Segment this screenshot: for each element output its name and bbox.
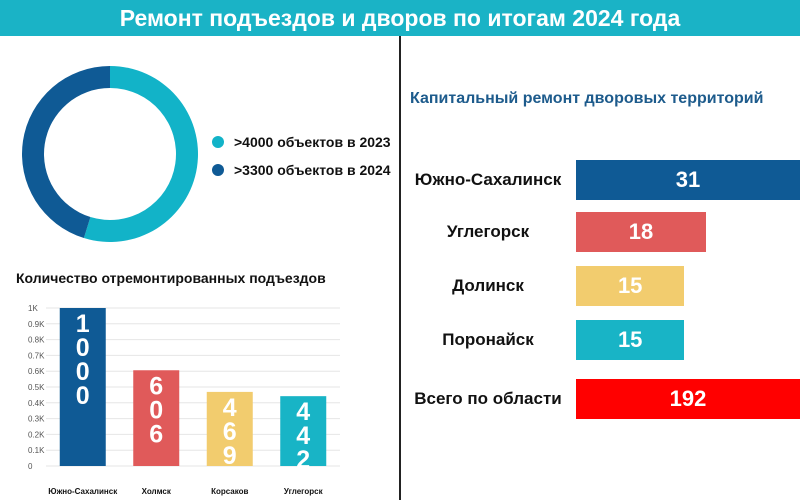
yard-label-1: Углегорск — [446, 222, 530, 241]
bar-2 — [206, 391, 253, 466]
bar-value-digit: 0 — [149, 396, 163, 424]
yard-label-4: Всего по области — [414, 389, 562, 408]
vertical-divider — [399, 36, 401, 500]
y-tick-label: 0.9K — [28, 320, 45, 329]
y-tick-label: 0.1K — [28, 446, 45, 455]
bar-0 — [59, 308, 106, 466]
bar-chart-title: Количество отремонтированных подъездов — [16, 270, 326, 286]
yard-bar-1: 18 — [576, 212, 707, 252]
bar-value-digit: 0 — [76, 334, 90, 362]
bar-value-digit: 4 — [223, 394, 237, 422]
legend-dot-icon — [212, 164, 224, 176]
yard-bar-4: 192 — [576, 379, 800, 419]
yard-label-2: Долинск — [452, 276, 524, 295]
bar-value-digit: 6 — [149, 372, 163, 400]
yards-chart-title: Капитальный ремонт дворовых территорий — [410, 90, 764, 107]
yard-bar-3: 15 — [576, 320, 685, 360]
donut-legend: >4000 объектов в 2023 >3300 объектов в 2… — [212, 128, 391, 184]
bar-value-digit: 1 — [76, 310, 90, 338]
yard-bar-0: 31 — [576, 160, 800, 200]
y-tick-label: 0.5K — [28, 383, 45, 392]
yard-bar-2: 15 — [576, 266, 685, 306]
bar-value-digit: 6 — [223, 418, 237, 446]
legend-dot-icon — [212, 136, 224, 148]
x-category-label: Холмск — [142, 487, 172, 496]
legend-item-2024: >3300 объектов в 2024 — [212, 156, 391, 184]
donut-slice-0 — [83, 66, 198, 242]
legend-item-2023: >4000 объектов в 2023 — [212, 128, 391, 156]
y-tick-label: 1K — [28, 304, 38, 313]
yard-label-0: Южно-Сахалинск — [414, 170, 562, 189]
bar-value-digit: 9 — [223, 442, 237, 470]
bar-value-digit: 4 — [296, 398, 310, 426]
donut-chart — [22, 66, 198, 242]
x-category-label: Углегорск — [284, 487, 324, 496]
x-category-label: Корсаков — [211, 487, 248, 496]
bar-value-digit: 4 — [296, 422, 310, 450]
bar-1 — [133, 370, 180, 466]
bar-value-digit: 0 — [76, 358, 90, 386]
bar-value-digit: 0 — [76, 382, 90, 410]
y-tick-label: 0.8K — [28, 336, 45, 345]
x-category-label: Южно-Сахалинск — [48, 487, 118, 496]
legend-label-2024: >3300 объектов в 2024 — [234, 162, 391, 178]
yard-label-3: Поронайск — [442, 330, 534, 349]
y-tick-label: 0.7K — [28, 351, 45, 360]
y-tick-label: 0.4K — [28, 399, 45, 408]
bar-3 — [280, 396, 327, 466]
y-tick-label: 0.6K — [28, 367, 45, 376]
y-tick-label: 0.2K — [28, 430, 45, 439]
entrances-bar-chart: 0 0.1K 0.2K 0.3K 0.4K 0.5K 0.6K 0.7K 0.8K 0.9K 1K 1… — [28, 304, 340, 496]
bar-value-digit: 2 — [296, 446, 310, 474]
y-tick-label: 0.3K — [28, 415, 45, 424]
donut-slice-1 — [22, 66, 110, 239]
page-title: Ремонт подъездов и дворов по итогам 2024… — [0, 0, 800, 36]
bar-value-digit: 6 — [149, 420, 163, 448]
legend-label-2023: >4000 объектов в 2023 — [234, 134, 391, 150]
y-tick-label: 0 — [28, 462, 33, 471]
